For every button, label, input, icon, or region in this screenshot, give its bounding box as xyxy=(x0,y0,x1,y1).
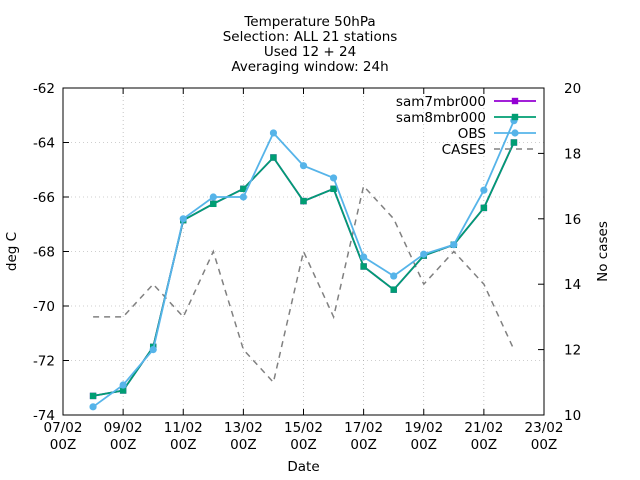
data-point xyxy=(240,185,247,193)
y-tick-label: -72 xyxy=(33,354,55,370)
data-point xyxy=(299,162,308,170)
y-axis-label: deg C xyxy=(4,232,20,271)
x-tick-label: 00Z xyxy=(230,437,256,453)
data-point xyxy=(179,215,187,223)
x-tick-label: 19/02 xyxy=(404,420,443,436)
data-point xyxy=(89,403,97,411)
data-point xyxy=(119,387,127,394)
x-tick-label: 00Z xyxy=(411,437,437,453)
x-axis-ticks: 07/0200Z09/0200Z11/0200Z13/0200Z15/0200Z… xyxy=(44,88,564,453)
x-tick-label: 00Z xyxy=(471,437,497,453)
y-tick-label: -70 xyxy=(33,299,55,315)
y2-tick-label: 20 xyxy=(564,81,581,97)
y2-tick-label: 14 xyxy=(564,277,581,293)
y-tick-label: -74 xyxy=(33,408,55,424)
data-point xyxy=(89,392,97,400)
series-group xyxy=(89,117,518,411)
data-point xyxy=(210,200,217,208)
x-tick-label: 11/02 xyxy=(164,420,203,436)
x-tick-label: 15/02 xyxy=(284,420,323,436)
legend-label: sam7mbr000 xyxy=(396,94,486,110)
y2-tick-label: 10 xyxy=(564,408,581,424)
legend-label: CASES xyxy=(442,142,486,158)
y2-axis-label: No cases xyxy=(595,221,611,282)
legend-label: OBS xyxy=(458,126,486,142)
data-point xyxy=(270,154,277,161)
plot-frame xyxy=(62,87,545,416)
x-tick-label: 00Z xyxy=(290,437,316,453)
y-tick-label: -68 xyxy=(33,245,55,261)
y2-tick-label: 16 xyxy=(564,212,581,228)
x-tick-label: 07/02 xyxy=(44,420,83,436)
data-point xyxy=(209,193,217,201)
data-point xyxy=(450,241,458,249)
data-point xyxy=(420,250,428,258)
data-point xyxy=(239,193,247,201)
x-tick-label: 13/02 xyxy=(224,420,263,436)
x-tick-label: 17/02 xyxy=(344,420,383,436)
data-point xyxy=(360,253,368,261)
y2-tick-label: 12 xyxy=(564,343,581,359)
x-tick-label: 00Z xyxy=(110,437,136,453)
data-point xyxy=(390,272,398,280)
data-point xyxy=(329,174,338,182)
x-tick-label: 00Z xyxy=(170,437,196,453)
x-axis-label: Date xyxy=(287,459,319,475)
y-tick-label: -66 xyxy=(33,190,55,206)
data-point xyxy=(510,139,518,146)
title-line: Selection: ALL 21 stations xyxy=(223,29,398,45)
data-point xyxy=(390,286,397,293)
legend-marker xyxy=(511,97,519,105)
data-point xyxy=(480,186,488,194)
legend-marker xyxy=(511,113,519,121)
y-tick-label: -64 xyxy=(33,136,55,152)
series-line-cases xyxy=(93,184,515,384)
y-tick-label: -62 xyxy=(33,81,55,97)
data-point xyxy=(119,381,127,389)
title-line: Averaging window: 24h xyxy=(231,59,388,75)
y2-tick-label: 18 xyxy=(564,146,581,162)
data-point xyxy=(300,197,307,205)
x-tick-label: 23/02 xyxy=(525,420,564,436)
legend-marker xyxy=(511,129,519,137)
data-point xyxy=(149,346,157,354)
title-line: Temperature 50hPa xyxy=(243,14,375,30)
legend-label: sam8mbr000 xyxy=(396,110,486,126)
x-tick-label: 09/02 xyxy=(104,420,143,436)
title-line: Used 12 + 24 xyxy=(264,44,356,60)
data-point xyxy=(480,204,488,212)
data-point xyxy=(330,185,337,193)
x-tick-label: 00Z xyxy=(50,437,76,453)
data-point xyxy=(269,129,278,137)
x-tick-label: 00Z xyxy=(350,437,376,453)
x-tick-label: 21/02 xyxy=(464,420,503,436)
y2-axis-ticks: 10 12 14 16 18 20 xyxy=(538,81,581,424)
x-tick-label: 00Z xyxy=(531,437,557,453)
y-axis-ticks: -74 -72 -70 -68 -66 -64 -62 xyxy=(33,81,69,424)
data-point xyxy=(360,263,367,270)
